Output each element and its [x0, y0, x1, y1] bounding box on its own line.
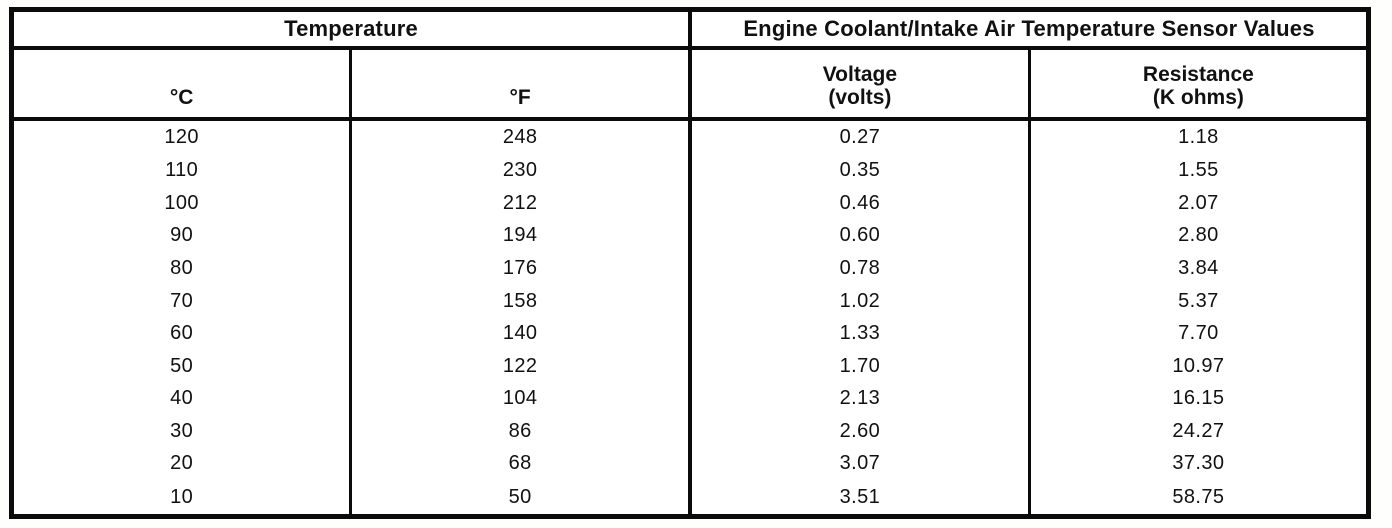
cell-resistance: 24.27 — [1027, 415, 1371, 448]
cell-celsius: 50 — [9, 349, 353, 383]
table-row: 50 122 1.70 10.97 — [9, 349, 1371, 383]
cell-resistance: 1.18 — [1027, 119, 1371, 155]
cell-celsius: 20 — [9, 447, 353, 481]
cell-resistance: 7.70 — [1027, 317, 1371, 350]
cell-resistance: 3.84 — [1027, 252, 1371, 285]
group-header-row: Temperature Engine Coolant/Intake Air Te… — [11, 9, 1369, 50]
cell-fahrenheit: 176 — [349, 252, 693, 285]
cell-voltage: 0.27 — [688, 119, 1031, 155]
table-body: 120 248 0.27 1.18 110 230 0.35 1.55 100 … — [9, 119, 1371, 517]
column-header-resistance: Resistance (K ohms) — [1027, 48, 1371, 121]
cell-fahrenheit: 68 — [349, 447, 693, 481]
cell-celsius: 110 — [9, 154, 353, 187]
column-header-resistance-label: Resistance — [1142, 63, 1254, 86]
column-header-voltage-unit: (volts) — [828, 86, 892, 109]
cell-resistance: 16.15 — [1027, 382, 1371, 416]
cell-resistance: 2.07 — [1027, 187, 1371, 220]
cell-celsius: 30 — [9, 415, 353, 448]
cell-voltage: 0.60 — [688, 219, 1031, 253]
table-row: 60 140 1.33 7.70 — [9, 317, 1371, 350]
column-header-resistance-unit: (K ohms) — [1152, 86, 1244, 109]
cell-celsius: 80 — [9, 252, 353, 285]
cell-celsius: 120 — [9, 119, 353, 155]
cell-fahrenheit: 248 — [349, 119, 693, 155]
table-row: 10 50 3.51 58.75 — [9, 480, 1371, 517]
column-header-voltage: Voltage (volts) — [688, 48, 1031, 121]
column-header-fahrenheit-label: °F — [509, 86, 531, 109]
sensor-values-group-header: Engine Coolant/Intake Air Temperature Se… — [690, 9, 1369, 50]
table-row: 70 158 1.02 5.37 — [9, 284, 1371, 318]
cell-fahrenheit: 86 — [349, 415, 693, 448]
table-row: 30 86 2.60 24.27 — [9, 415, 1371, 448]
column-header-fahrenheit: °F — [349, 48, 693, 121]
column-header-celsius: °C — [9, 48, 353, 121]
cell-voltage: 1.02 — [688, 284, 1031, 318]
table-row: 20 68 3.07 37.30 — [9, 447, 1371, 481]
table-row: 90 194 0.60 2.80 — [9, 219, 1371, 253]
table-row: 100 212 0.46 2.07 — [9, 187, 1371, 220]
column-header-celsius-label: °C — [169, 86, 194, 109]
coolant-sensor-values-table: Temperature Engine Coolant/Intake Air Te… — [9, 7, 1371, 519]
cell-resistance: 10.97 — [1027, 349, 1371, 383]
cell-voltage: 2.13 — [688, 382, 1031, 416]
cell-resistance: 5.37 — [1027, 284, 1371, 318]
table-row: 40 104 2.13 16.15 — [9, 382, 1371, 416]
cell-celsius: 100 — [9, 187, 353, 220]
cell-voltage: 0.35 — [688, 154, 1031, 187]
cell-fahrenheit: 104 — [349, 382, 693, 416]
cell-celsius: 70 — [9, 284, 353, 318]
temperature-group-header: Temperature — [11, 9, 692, 50]
cell-fahrenheit: 50 — [349, 480, 693, 517]
cell-fahrenheit: 230 — [349, 154, 693, 187]
cell-voltage: 3.51 — [688, 480, 1031, 517]
cell-voltage: 1.70 — [688, 349, 1031, 383]
cell-celsius: 40 — [9, 382, 353, 416]
cell-voltage: 0.78 — [688, 252, 1031, 285]
table-row: 110 230 0.35 1.55 — [9, 154, 1371, 187]
cell-fahrenheit: 212 — [349, 187, 693, 220]
cell-fahrenheit: 194 — [349, 219, 693, 253]
column-header-voltage-label: Voltage — [822, 63, 898, 86]
cell-fahrenheit: 140 — [349, 317, 693, 350]
cell-resistance: 37.30 — [1027, 447, 1371, 481]
cell-voltage: 0.46 — [688, 187, 1031, 220]
table-row: 80 176 0.78 3.84 — [9, 252, 1371, 285]
cell-resistance: 2.80 — [1027, 219, 1371, 253]
cell-celsius: 10 — [9, 480, 353, 517]
table-header: Temperature Engine Coolant/Intake Air Te… — [9, 9, 1371, 121]
cell-celsius: 90 — [9, 219, 353, 253]
cell-celsius: 60 — [9, 317, 353, 350]
table-row: 120 248 0.27 1.18 — [9, 119, 1371, 155]
cell-voltage: 3.07 — [688, 447, 1031, 481]
column-header-row: °C °F Voltage (volts) Resistance (K ohms… — [9, 48, 1371, 121]
cell-voltage: 1.33 — [688, 317, 1031, 350]
cell-fahrenheit: 158 — [349, 284, 693, 318]
cell-resistance: 1.55 — [1027, 154, 1371, 187]
cell-voltage: 2.60 — [688, 415, 1031, 448]
cell-resistance: 58.75 — [1027, 480, 1371, 517]
cell-fahrenheit: 122 — [349, 349, 693, 383]
